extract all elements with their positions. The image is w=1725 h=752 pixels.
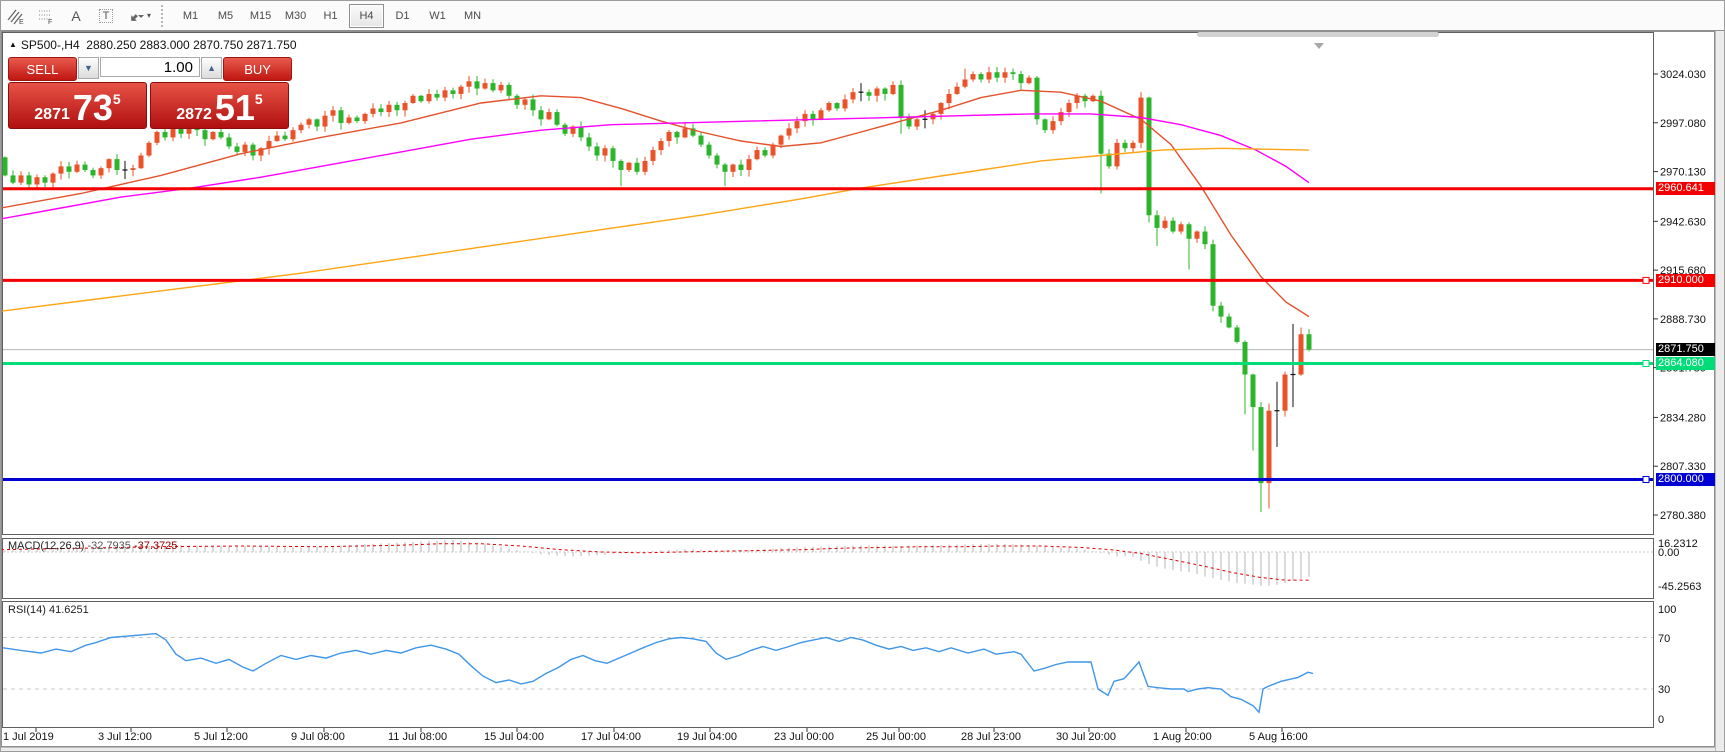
timeframe-button-h4[interactable]: H4 bbox=[349, 3, 385, 28]
macd-label: MACD(12,26,9) bbox=[8, 540, 85, 552]
bottom-gutter bbox=[1, 747, 1715, 751]
volume-input[interactable] bbox=[100, 57, 200, 77]
timeframe-toolbar: M1 M5 M15 M30 H1 H4 D1 W1 MN bbox=[173, 3, 490, 28]
symbol-ohlc: 2880.250 2883.000 2870.750 2871.750 bbox=[86, 38, 297, 52]
macd-axis-label: 0.00 bbox=[1658, 547, 1679, 559]
line-studies-icon[interactable]: E bbox=[3, 4, 29, 28]
arrows-dropdown-icon[interactable]: ▾ bbox=[147, 11, 152, 20]
arrows-icon[interactable] bbox=[123, 4, 149, 28]
timeframe-button-h1[interactable]: H1 bbox=[323, 9, 338, 22]
timeframe-button-m1[interactable]: M1 bbox=[182, 9, 199, 22]
rsi-axis-label: 30 bbox=[1658, 684, 1670, 696]
sell-price-box[interactable]: 2871 73 5 bbox=[8, 82, 147, 129]
timeframe-button-mn[interactable]: MN bbox=[463, 9, 482, 22]
time-axis-label: 5 Jul 12:00 bbox=[194, 731, 248, 743]
time-axis-label: 25 Jul 00:00 bbox=[866, 731, 926, 743]
price-badge: 2871.750 bbox=[1656, 343, 1717, 357]
hline-handle[interactable] bbox=[1642, 360, 1650, 368]
buy-price-small: 2872 bbox=[176, 106, 212, 123]
price-tick-label: 2970.130 bbox=[1660, 167, 1706, 179]
price-tick-label: 2942.630 bbox=[1660, 216, 1706, 228]
buy-button[interactable]: BUY bbox=[223, 57, 292, 81]
hline-handle[interactable] bbox=[1642, 276, 1650, 284]
sell-price-big: 73 bbox=[72, 87, 113, 129]
svg-text:F: F bbox=[48, 19, 52, 26]
time-axis-label: 23 Jul 00:00 bbox=[774, 731, 834, 743]
scroll-position-marker bbox=[1314, 43, 1324, 49]
sell-price-small: 2871 bbox=[34, 106, 70, 123]
hline-handle[interactable] bbox=[1642, 475, 1650, 483]
rsi-pane[interactable] bbox=[2, 632, 1653, 714]
main-pane[interactable] bbox=[1, 43, 1653, 513]
macd-axis-label: 16.2312 bbox=[1658, 538, 1698, 550]
price-tick-label: 2834.280 bbox=[1660, 412, 1706, 424]
time-axis-label: 1 Jul 2019 bbox=[3, 731, 54, 743]
price-badge: 2910.000 bbox=[1656, 273, 1717, 287]
timeframe-button-d1[interactable]: D1 bbox=[395, 9, 410, 22]
price-tick-label: 2780.380 bbox=[1660, 510, 1706, 522]
macd-signal-value: -37.3725 bbox=[133, 540, 178, 552]
time-axis-label: 9 Jul 08:00 bbox=[291, 731, 345, 743]
text-icon[interactable]: A bbox=[71, 7, 81, 24]
time-axis-label: 3 Jul 12:00 bbox=[98, 731, 152, 743]
time-axis-label: 15 Jul 04:00 bbox=[484, 731, 544, 743]
ma-slow bbox=[2, 147, 1310, 312]
toolbar-grip bbox=[161, 4, 165, 27]
buy-price-sup: 5 bbox=[254, 91, 263, 107]
price-badge: 2960.641 bbox=[1656, 182, 1717, 196]
time-axis-label: 11 Jul 08:00 bbox=[388, 731, 448, 743]
time-axis-label: 1 Aug 20:00 bbox=[1153, 731, 1212, 743]
macd-axis-label: -45.2563 bbox=[1658, 581, 1701, 593]
ma-mid bbox=[2, 113, 1310, 220]
buy-price-big: 51 bbox=[214, 87, 255, 129]
rsi-line bbox=[2, 632, 1314, 714]
chart-symbol-header: ▲ SP500-,H4 2880.250 2883.000 2870.750 28… bbox=[9, 38, 297, 52]
sell-button[interactable]: SELL bbox=[8, 57, 77, 81]
timeframe-button-m15[interactable]: M15 bbox=[249, 9, 272, 22]
timeframe-button-m5[interactable]: M5 bbox=[217, 9, 234, 22]
timeframe-button-m30[interactable]: M30 bbox=[284, 9, 307, 22]
right-gutter bbox=[1715, 31, 1724, 751]
rsi-label: RSI(14) bbox=[8, 604, 46, 616]
volume-decrease-button[interactable]: ▼ bbox=[77, 57, 99, 79]
time-axis-label: 19 Jul 04:00 bbox=[677, 731, 737, 743]
buy-price-box[interactable]: 2872 51 5 bbox=[150, 82, 289, 129]
price-tick-label: 2807.330 bbox=[1660, 461, 1706, 473]
toolbar: E F A T ▾ M1 M5 M15 M30 H1 H4 D1 W1 MN bbox=[1, 1, 1724, 31]
rsi-axis-label: 70 bbox=[1658, 633, 1670, 645]
rsi-axis-label: 100 bbox=[1658, 604, 1676, 616]
rsi-axis-label: 0 bbox=[1658, 714, 1664, 726]
timeframe-button-w1[interactable]: W1 bbox=[429, 9, 446, 22]
price-tick-label: 3024.030 bbox=[1660, 69, 1706, 81]
macd-header: MACD(12,26,9) -32.7935 -37.3725 bbox=[8, 540, 177, 552]
svg-text:E: E bbox=[19, 19, 24, 26]
time-axis-label: 17 Jul 04:00 bbox=[581, 731, 641, 743]
time-axis-label: 30 Jul 20:00 bbox=[1056, 731, 1116, 743]
sell-price-sup: 5 bbox=[112, 91, 121, 107]
time-axis bbox=[35, 728, 1283, 732]
ma-fast bbox=[2, 89, 1310, 318]
rsi-header: RSI(14) 41.6251 bbox=[8, 604, 89, 616]
symbol-name: SP500-,H4 bbox=[20, 38, 80, 52]
price-tick-label: 2997.080 bbox=[1660, 118, 1706, 130]
rsi-value: 41.6251 bbox=[48, 604, 89, 616]
scroll-thumb[interactable] bbox=[1197, 32, 1439, 37]
price-badge: 2800.000 bbox=[1656, 472, 1717, 486]
fibonacci-grid-icon[interactable]: F bbox=[33, 4, 59, 28]
time-axis-label: 28 Jul 23:00 bbox=[961, 731, 1021, 743]
text-label-icon[interactable]: T bbox=[93, 4, 119, 28]
time-axis-label: 5 Aug 16:00 bbox=[1249, 731, 1308, 743]
volume-increase-button[interactable]: ▲ bbox=[201, 57, 223, 79]
price-badge: 2864.080 bbox=[1656, 357, 1717, 370]
price-axis: 3024.0302997.0802970.1302942.6302915.680… bbox=[1653, 69, 1706, 726]
price-tick-label: 2888.730 bbox=[1660, 314, 1706, 326]
macd-main-value: -32.7935 bbox=[87, 540, 131, 552]
collapse-triangle-icon[interactable]: ▲ bbox=[9, 40, 17, 49]
macd-signal-line bbox=[2, 543, 1310, 581]
macd-pane[interactable] bbox=[1, 540, 1653, 586]
